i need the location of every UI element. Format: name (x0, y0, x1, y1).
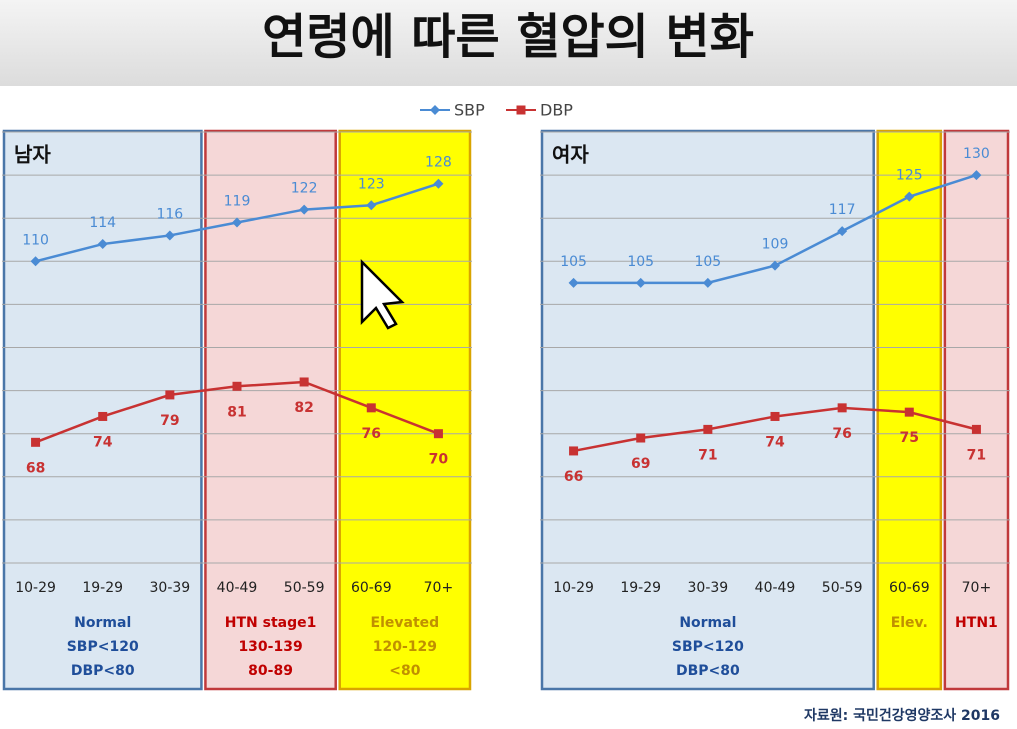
marker (568, 277, 579, 288)
x-tick-label: 19-29 (620, 580, 661, 596)
cursor (360, 258, 405, 330)
x-tick-label: 30-39 (150, 580, 191, 596)
marker (31, 437, 41, 447)
data-label: 71 (967, 447, 986, 463)
marker (702, 277, 713, 288)
data-label: 68 (26, 460, 45, 476)
data-label: 116 (156, 206, 183, 222)
marker (299, 204, 310, 215)
x-tick-label: 10-29 (553, 580, 594, 596)
region-label: Elev. (891, 615, 928, 631)
marker (904, 191, 915, 202)
marker (971, 424, 981, 434)
legend-label: DBP (540, 101, 573, 120)
slide-title: 연령에 따른 혈압의 변화 (262, 9, 754, 65)
marker (366, 403, 376, 413)
data-label: 69 (631, 456, 650, 472)
data-label: 119 (224, 194, 251, 210)
region-label: SBP<120 (672, 639, 744, 655)
data-label: 71 (698, 447, 717, 463)
marker (366, 200, 377, 211)
source-note: 자료원: 국민건강영양조사 2016 (804, 707, 1000, 724)
marker (770, 260, 780, 271)
marker (433, 178, 444, 189)
region-label: HTN stage1 (225, 615, 317, 631)
region-box (204, 129, 337, 691)
marker (299, 377, 309, 387)
data-label: 79 (160, 413, 179, 429)
marker (703, 424, 713, 434)
region-box (2, 129, 203, 691)
chart-title: 남자 (14, 143, 51, 167)
marker (971, 170, 982, 181)
region-label: 130-139 (238, 639, 302, 655)
marker (837, 226, 848, 237)
x-tick-label: 60-69 (889, 580, 930, 596)
marker (430, 105, 440, 115)
data-label: 122 (291, 181, 318, 197)
marker (232, 381, 242, 391)
x-tick-label: 40-49 (755, 580, 796, 596)
marker (30, 256, 41, 267)
marker (904, 407, 914, 417)
data-label: 109 (762, 237, 789, 253)
chart-title: 여자 (552, 143, 589, 167)
data-label: 123 (358, 176, 385, 192)
legend-label: SBP (454, 101, 485, 120)
region-label: DBP<80 (676, 663, 740, 679)
region-box (943, 129, 1010, 691)
data-label: 114 (89, 215, 116, 231)
marker (636, 433, 646, 443)
data-label: 110 (22, 232, 49, 248)
x-tick-label: 19-29 (82, 580, 123, 596)
region-label: Normal (679, 615, 736, 631)
data-label: 105 (694, 254, 721, 270)
marker (837, 403, 847, 413)
data-label: 105 (560, 254, 587, 270)
marker (98, 411, 108, 421)
title-band (0, 0, 1017, 86)
region-label: 120-129 (373, 639, 437, 655)
marker (433, 429, 443, 439)
marker (770, 411, 780, 421)
x-tick-label: 50-59 (822, 580, 863, 596)
marker (635, 277, 646, 288)
marker (569, 446, 579, 456)
data-label: 70 (429, 452, 449, 468)
marker (165, 390, 175, 400)
region-label: SBP<120 (67, 639, 139, 655)
region-label: HTN1 (955, 615, 998, 631)
data-label: 76 (832, 426, 851, 442)
data-label: 130 (963, 146, 990, 162)
data-label: 117 (829, 202, 856, 218)
data-label: 81 (227, 404, 246, 420)
x-tick-label: 70+ (424, 580, 454, 596)
data-label: 82 (294, 400, 313, 416)
x-tick-label: 70+ (962, 580, 992, 596)
region-label: <80 (389, 663, 420, 679)
data-label: 66 (564, 469, 583, 485)
x-tick-label: 50-59 (284, 580, 325, 596)
region-label: 80-89 (248, 663, 293, 679)
data-label: 128 (425, 155, 452, 171)
data-label: 74 (93, 434, 113, 450)
region-label: DBP<80 (71, 663, 135, 679)
marker (164, 230, 175, 241)
x-tick-label: 40-49 (217, 580, 258, 596)
region-label: Elevated (371, 615, 440, 631)
x-tick-label: 30-39 (688, 580, 729, 596)
data-label: 76 (362, 426, 381, 442)
data-label: 105 (627, 254, 654, 270)
data-label: 75 (900, 430, 919, 446)
region-label: Normal (74, 615, 131, 631)
marker (97, 239, 108, 250)
x-tick-label: 10-29 (15, 580, 56, 596)
region-box (338, 129, 472, 691)
data-label: 125 (896, 168, 923, 184)
marker (516, 105, 526, 115)
x-tick-label: 60-69 (351, 580, 392, 596)
data-label: 74 (765, 434, 785, 450)
marker (232, 217, 242, 228)
